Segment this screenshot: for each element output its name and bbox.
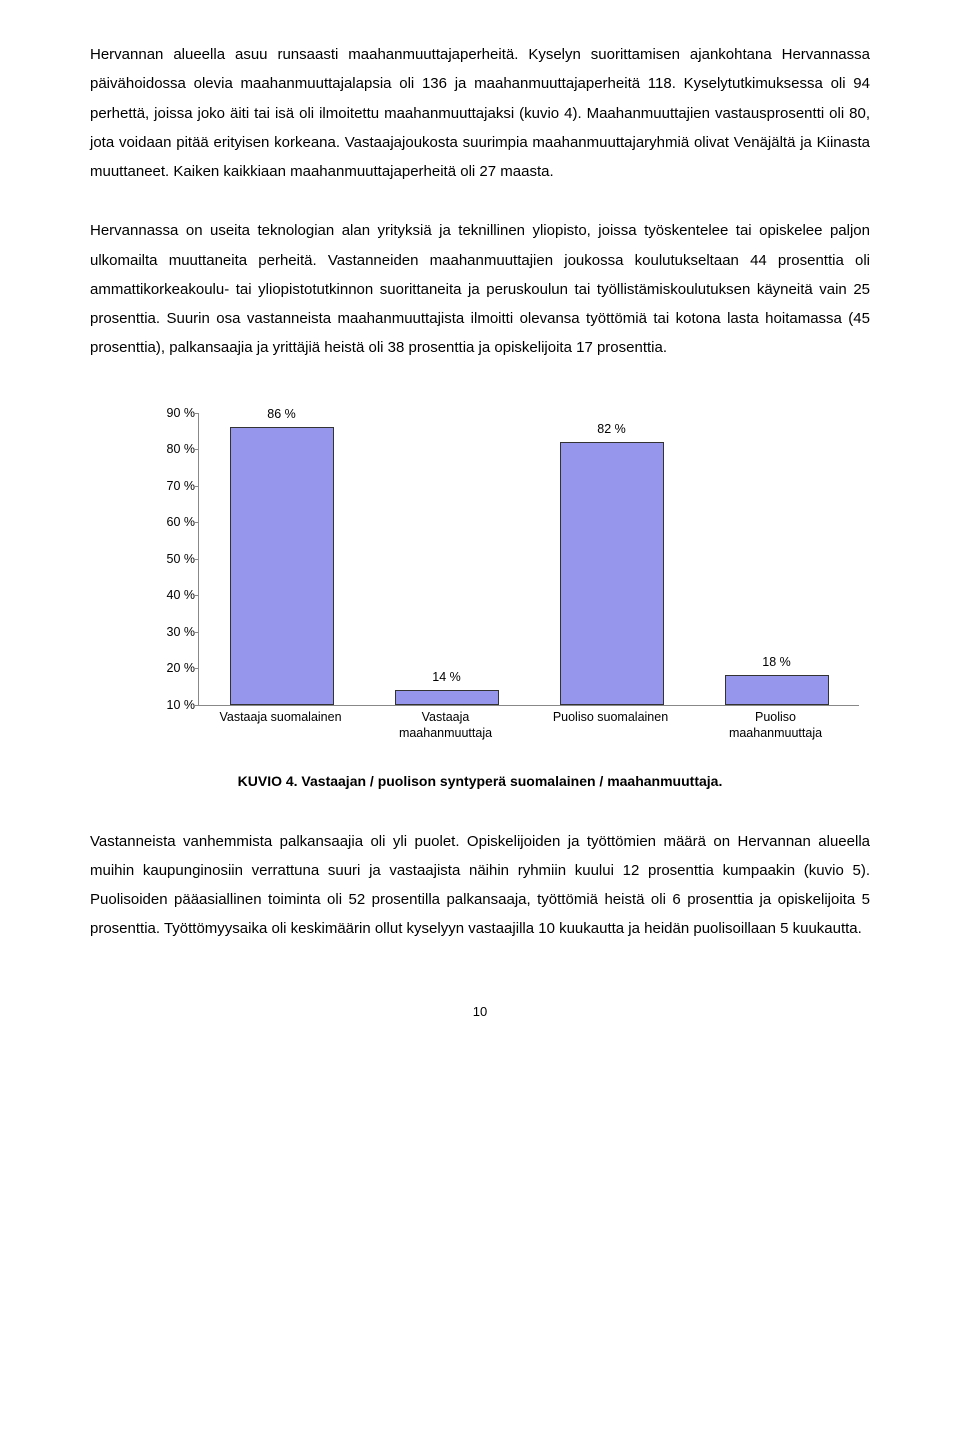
- x-axis-label: Puolisomaahanmuuttaja: [693, 709, 858, 742]
- y-axis-tick: 90 %: [155, 406, 195, 420]
- paragraph-3: Vastanneista vanhemmista palkansaajia ol…: [90, 827, 870, 944]
- bar-chart: 10 %20 %30 %40 %50 %60 %70 %80 %90 %86 %…: [150, 413, 870, 743]
- y-tick-mark: [195, 705, 199, 706]
- bar-value-label: 82 %: [597, 422, 626, 436]
- y-tick-mark: [195, 668, 199, 669]
- bar-value-label: 18 %: [762, 655, 791, 669]
- x-axis-label: Vastaajamaahanmuuttaja: [363, 709, 528, 742]
- bar-value-label: 14 %: [432, 670, 461, 684]
- chart-bar: [560, 442, 664, 705]
- y-axis-tick: 70 %: [155, 479, 195, 493]
- y-axis-tick: 60 %: [155, 515, 195, 529]
- y-tick-mark: [195, 449, 199, 450]
- paragraph-1: Hervannan alueella asuu runsaasti maahan…: [90, 40, 870, 186]
- page-number: 10: [90, 1004, 870, 1019]
- chart-bar: [395, 690, 499, 705]
- chart-bar: [230, 427, 334, 704]
- y-tick-mark: [195, 595, 199, 596]
- document-page: Hervannan alueella asuu runsaasti maahan…: [0, 0, 960, 1059]
- y-axis-tick: 40 %: [155, 588, 195, 602]
- y-axis-tick: 10 %: [155, 698, 195, 712]
- bar-value-label: 86 %: [267, 407, 296, 421]
- y-axis-tick: 50 %: [155, 552, 195, 566]
- y-axis-tick: 30 %: [155, 625, 195, 639]
- y-tick-mark: [195, 486, 199, 487]
- y-tick-mark: [195, 559, 199, 560]
- chart-bar: [725, 675, 829, 704]
- y-tick-mark: [195, 522, 199, 523]
- paragraph-2: Hervannassa on useita teknologian alan y…: [90, 216, 870, 362]
- chart-caption: KUVIO 4. Vastaajan / puolison syntyperä …: [90, 773, 870, 789]
- bar-chart-plot: 10 %20 %30 %40 %50 %60 %70 %80 %90 %86 %…: [150, 413, 870, 743]
- y-axis-tick: 80 %: [155, 442, 195, 456]
- plot-area: 10 %20 %30 %40 %50 %60 %70 %80 %90 %86 %…: [198, 413, 859, 706]
- y-axis-tick: 20 %: [155, 661, 195, 675]
- x-axis-label: Vastaaja suomalainen: [198, 709, 363, 725]
- y-tick-mark: [195, 632, 199, 633]
- y-tick-mark: [195, 413, 199, 414]
- x-axis-label: Puoliso suomalainen: [528, 709, 693, 725]
